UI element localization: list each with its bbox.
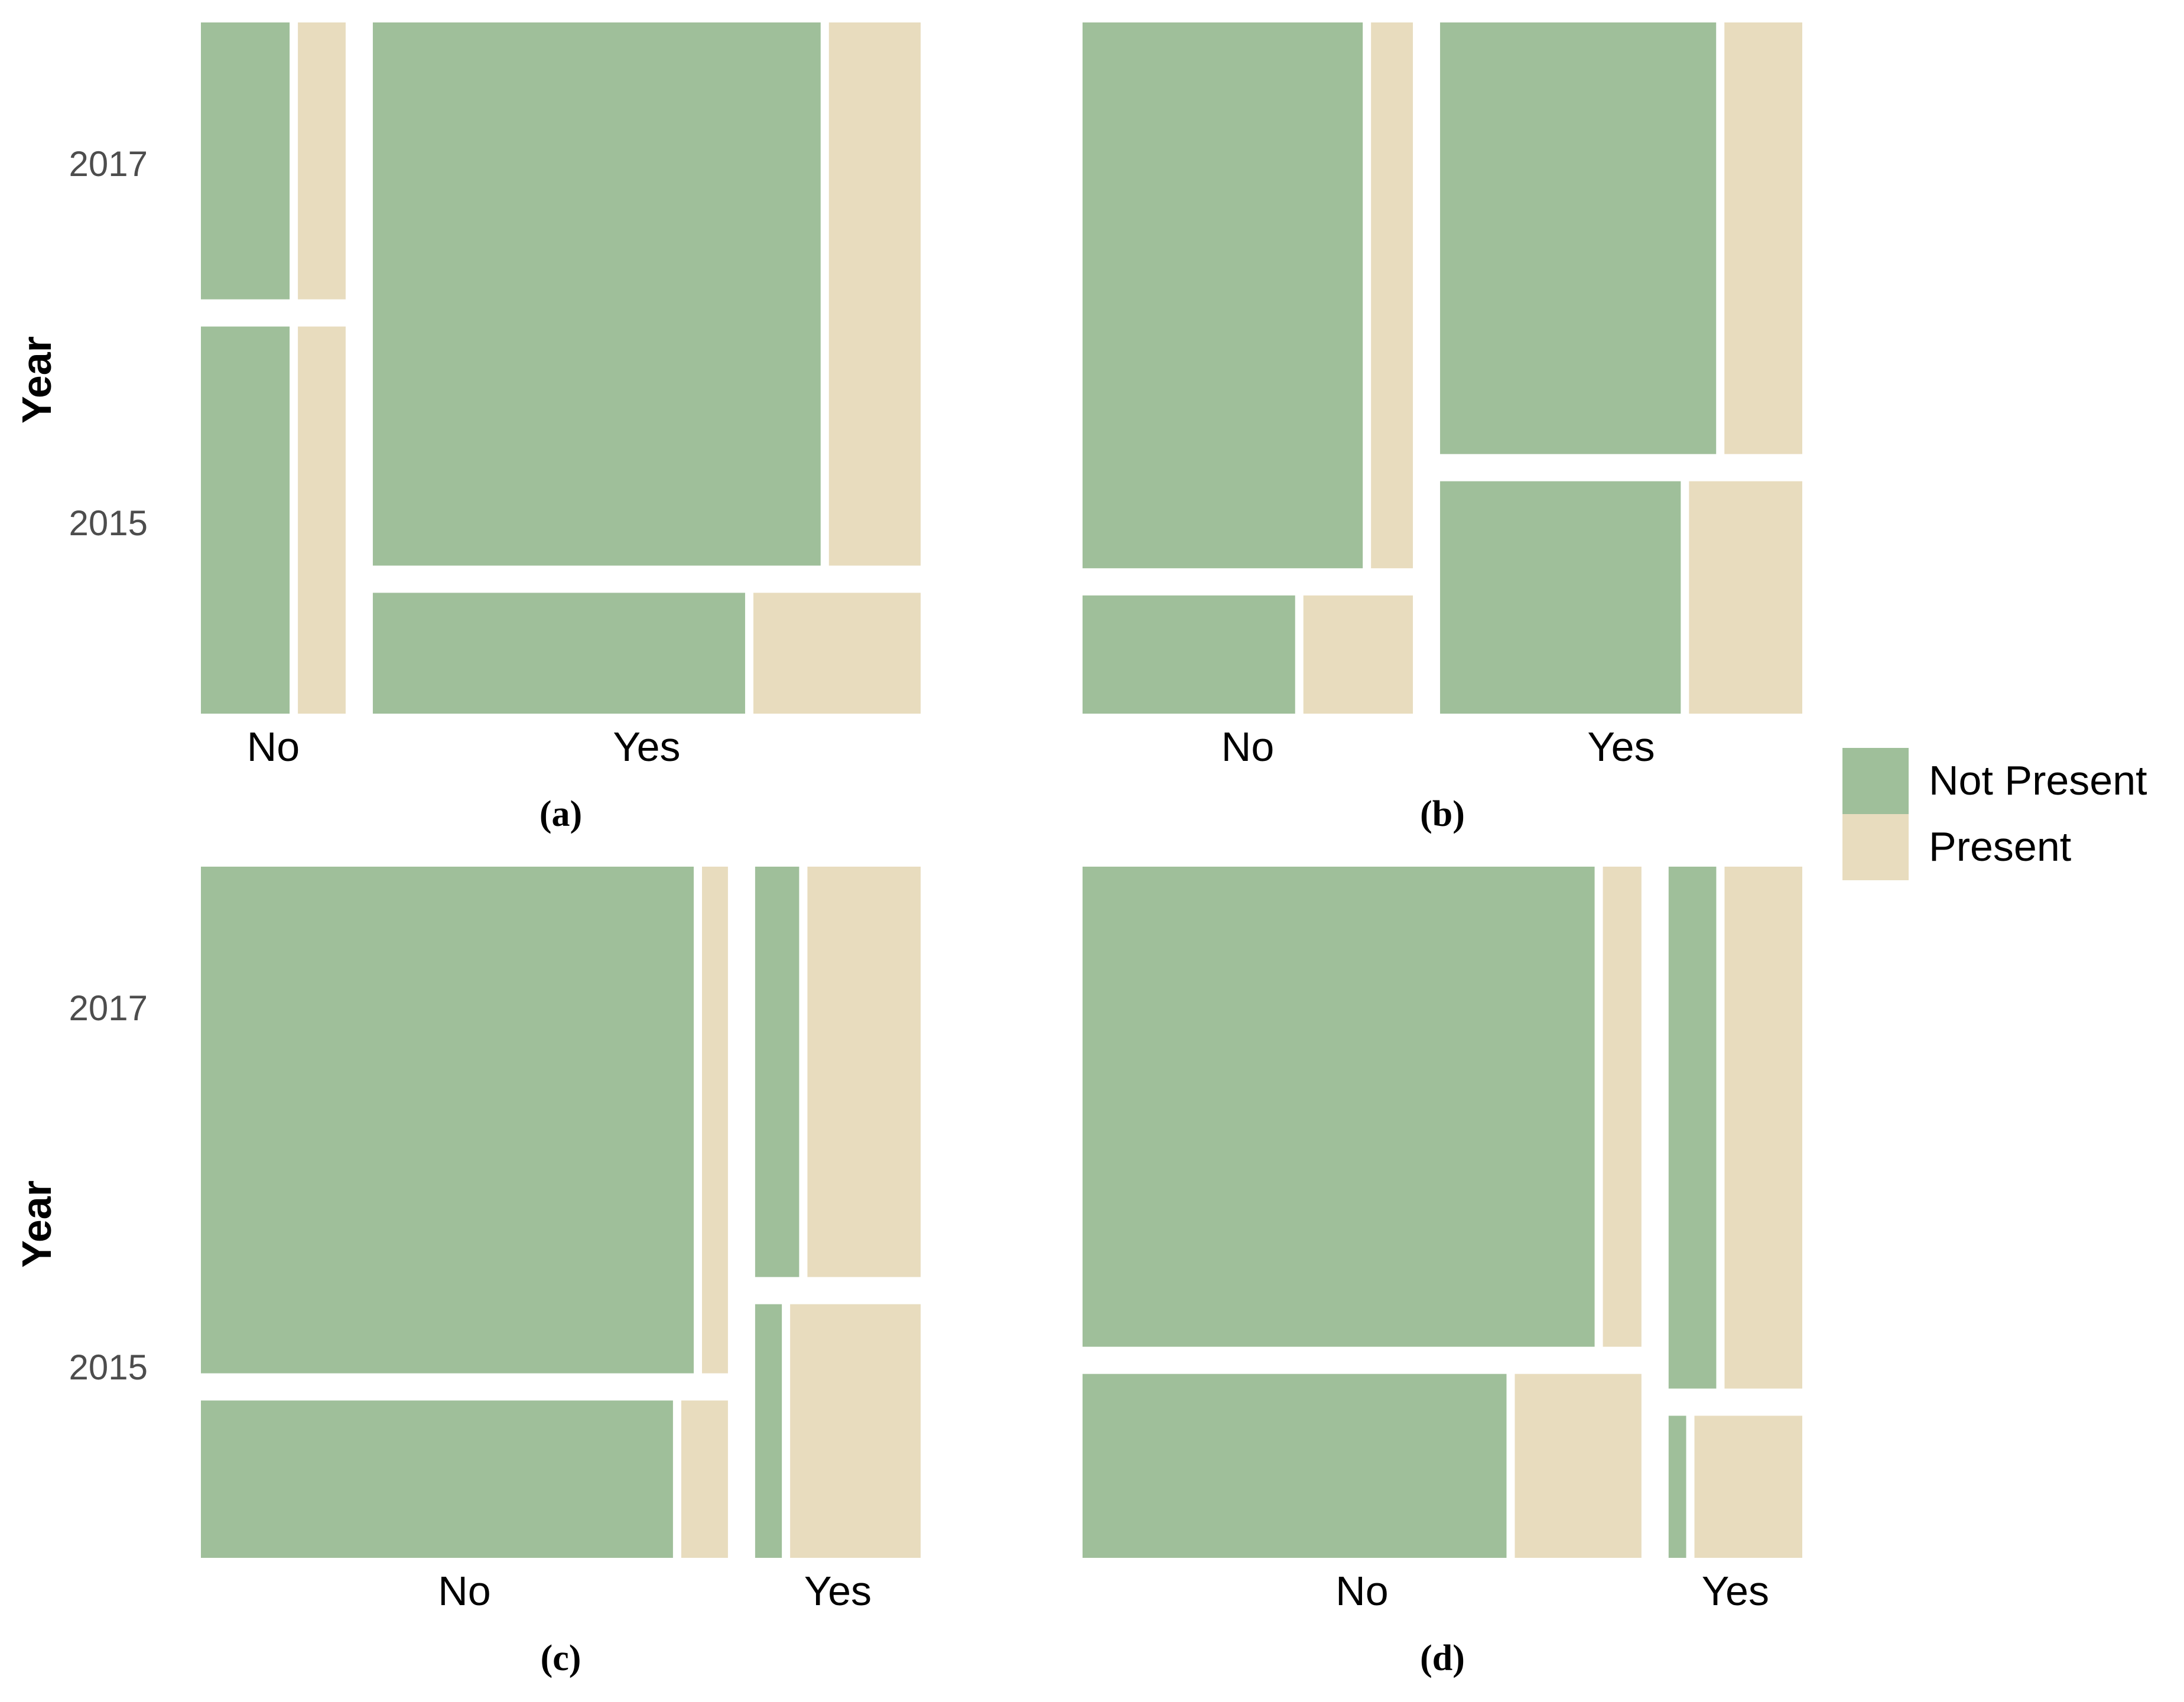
tile-yes-2015-present (1694, 1415, 1802, 1558)
x-category-label-no: No (1335, 1568, 1388, 1614)
legend-label-present: Present (1929, 824, 2071, 870)
tile-no-2015-not-present (1083, 1374, 1507, 1558)
y-tick-label-2015: 2015 (69, 1348, 148, 1387)
tile-no-2017-present (701, 867, 728, 1374)
tile-yes-2017-present (1724, 22, 1802, 454)
tile-yes-2015-present (1689, 481, 1802, 714)
tile-no-2015-present (1514, 1374, 1642, 1558)
tile-yes-2017-not-present (1668, 867, 1717, 1389)
panel-label-a: (a) (540, 794, 582, 834)
tile-no-2017-not-present (201, 22, 290, 300)
tile-yes-2017-present (1724, 867, 1802, 1389)
panel-label-c: (c) (541, 1638, 581, 1678)
tile-no-2015-not-present (201, 326, 290, 714)
x-category-label-no: No (1221, 724, 1274, 770)
tile-no-2015-present (298, 326, 346, 714)
tile-yes-2015-not-present (1440, 481, 1681, 714)
x-category-label-yes: Yes (1587, 724, 1655, 770)
y-tick-label-2017: 2017 (69, 988, 148, 1028)
tile-yes-2015-present (790, 1304, 921, 1558)
tile-no-2015-present (681, 1400, 728, 1558)
mosaic-panel-d: No Yes (d) (1083, 867, 1802, 1678)
tile-yes-2017-not-present (1440, 22, 1717, 454)
y-axis-title: Year (14, 1180, 60, 1268)
x-category-label-yes: Yes (804, 1568, 872, 1614)
tile-yes-2017-present (807, 867, 921, 1277)
tile-no-2017-not-present (201, 867, 694, 1374)
mosaic-panel-a: No Yes 2017 2015 Year (a) (14, 22, 921, 834)
tile-yes-2015-present (753, 593, 921, 714)
tile-yes-2017-not-present (755, 867, 800, 1277)
mosaic-panel-b: No Yes (b) (1083, 22, 1802, 834)
x-category-label-no: No (438, 1568, 490, 1614)
legend-label-not-present: Not Present (1929, 757, 2147, 803)
y-axis-title: Year (14, 336, 60, 424)
panel-label-b: (b) (1420, 794, 1465, 834)
legend-swatch-not-present (1842, 748, 1909, 814)
mosaic-panel-c: No Yes 2017 2015 Year (c) (14, 867, 921, 1678)
legend: Not Present Present (1842, 748, 2147, 880)
tile-no-2017-present (298, 22, 346, 300)
tile-no-2017-present (1603, 867, 1642, 1347)
panel-label-d: (d) (1420, 1638, 1465, 1678)
tile-yes-2015-not-present (372, 593, 745, 714)
x-category-label-yes: Yes (613, 724, 680, 770)
tile-yes-2015-not-present (1668, 1415, 1686, 1558)
tile-no-2015-present (1303, 595, 1413, 714)
y-tick-label-2017: 2017 (69, 144, 148, 184)
tile-yes-2015-not-present (755, 1304, 782, 1558)
tile-no-2017-present (1371, 22, 1413, 568)
tile-yes-2017-present (828, 22, 921, 566)
tile-no-2017-not-present (1083, 867, 1595, 1347)
tile-no-2017-not-present (1083, 22, 1363, 568)
y-tick-label-2015: 2015 (69, 503, 148, 543)
tile-yes-2017-not-present (372, 22, 821, 566)
panels-group: No Yes 2017 2015 Year (a) No Yes (b) No Yes 2017 201… (14, 22, 1802, 1678)
x-category-label-yes: Yes (1702, 1568, 1769, 1614)
legend-swatch-present (1842, 814, 1909, 880)
x-category-label-no: No (247, 724, 300, 770)
tile-no-2015-not-present (1083, 595, 1295, 714)
tile-no-2015-not-present (201, 1400, 673, 1558)
